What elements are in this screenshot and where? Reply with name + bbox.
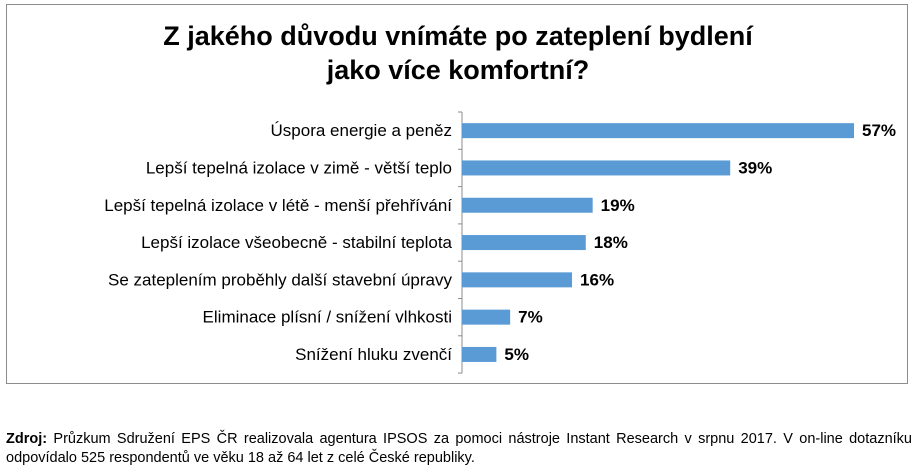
data-label: 19% bbox=[601, 196, 635, 215]
category-label: Snížení hluku zvenčí bbox=[295, 345, 452, 364]
bar-chart: Úspora energie a peněz 57% Lepší tepelná i… bbox=[104, 111, 896, 374]
data-label: 39% bbox=[738, 158, 772, 177]
bar bbox=[462, 160, 731, 176]
category-label: Se zateplením proběhly další stavební úp… bbox=[108, 270, 452, 289]
chart-title: Z jakého důvodu vnímáte po zateplení byd… bbox=[163, 21, 753, 85]
data-label: 18% bbox=[594, 233, 628, 252]
bar bbox=[462, 309, 511, 325]
data-label: 5% bbox=[504, 345, 529, 364]
category-label: Lepší tepelná izolace v zimě - větší tep… bbox=[146, 158, 452, 177]
bar bbox=[462, 197, 593, 213]
category-label: Lepší tepelná izolace v létě - menší pře… bbox=[104, 196, 452, 215]
chart-frame: Z jakého důvodu vnímáte po zateplení byd… bbox=[6, 4, 908, 384]
source-note: Zdroj: Průzkum Sdružení EPS ČR realizova… bbox=[6, 430, 912, 468]
bar bbox=[462, 346, 497, 362]
category-label: Úspora energie a peněz bbox=[271, 121, 452, 140]
source-label: Zdroj: bbox=[6, 431, 48, 447]
category-label: Eliminace plísní / snížení vlhkosti bbox=[203, 308, 452, 327]
category-label: Lepší izolace všeobecně - stabilní teplo… bbox=[141, 233, 452, 252]
data-label: 57% bbox=[862, 121, 896, 140]
bar bbox=[462, 235, 586, 251]
source-text: Průzkum Sdružení EPS ČR realizovala agen… bbox=[6, 431, 912, 466]
bar bbox=[462, 272, 573, 288]
bar bbox=[462, 123, 854, 139]
data-label: 16% bbox=[580, 270, 614, 289]
data-label: 7% bbox=[518, 308, 543, 327]
